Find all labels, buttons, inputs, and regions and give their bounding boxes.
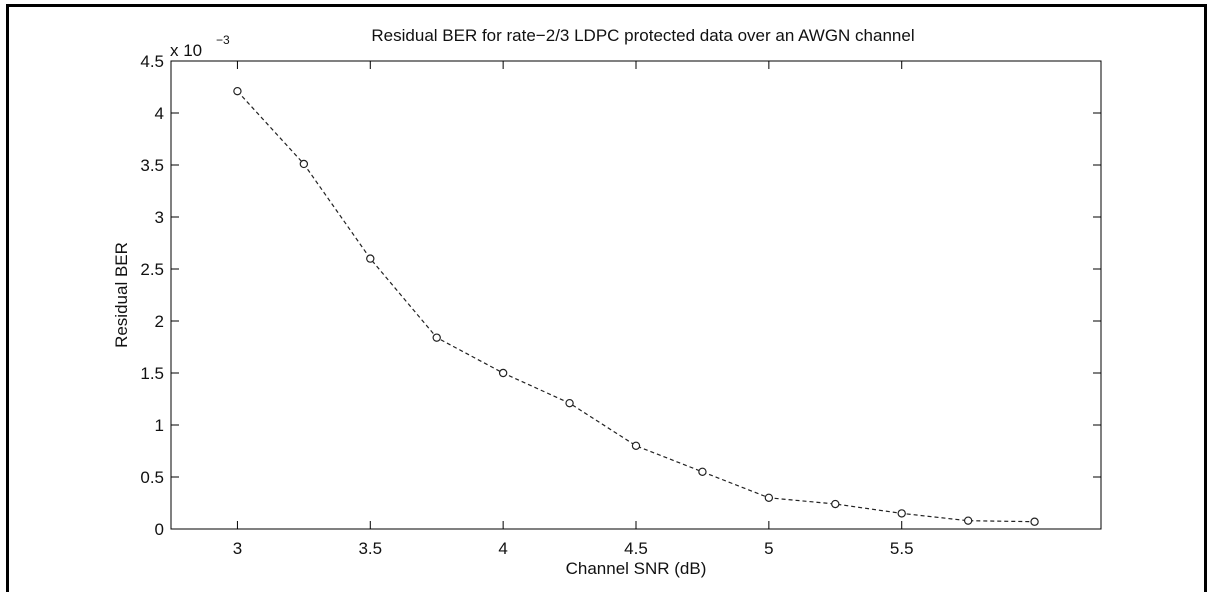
x-tick-label: 5 [764,539,773,558]
data-point [233,86,242,96]
data-point [565,398,574,408]
figure-frame [6,4,1207,592]
data-point [831,499,840,509]
y-multiplier-exponent: −3 [216,33,230,47]
data-point [366,254,375,263]
y-tick-label: 0.5 [140,468,164,487]
data-point [698,467,707,476]
data-point [897,509,906,518]
y-tick-label: 4 [155,104,164,123]
y-tick-label: 1.5 [140,364,164,383]
series-line [236,90,1035,523]
x-tick-label: 3.5 [358,539,382,558]
y-tick-label: 2.5 [140,260,164,279]
data-point [432,333,441,342]
y-tick-label: 2 [155,312,164,331]
data-point [963,516,973,525]
y-axis-ticks: 0 0.5 1 1.5 2 2.5 3 3.5 4 4.5 [140,52,1101,539]
x-axis-label: Channel SNR (dB) [566,559,707,578]
data-point [631,441,641,450]
y-tick-label: 3 [155,208,164,227]
x-tick-label: 5.5 [890,539,914,558]
data-point [764,493,774,502]
data-point [299,159,309,169]
y-tick-label: 4.5 [140,52,164,71]
y-tick-label: 3.5 [140,156,164,175]
series-markers [233,86,1039,526]
chart-title: Residual BER for rate−2/3 LDPC protected… [371,26,914,45]
plot-area [170,60,1102,530]
x-tick-label: 3 [233,539,242,558]
x-axis-ticks: 3 3.5 4 4.5 5 5.5 [233,61,914,558]
x-tick-label: 4.5 [624,539,648,558]
data-point [498,368,508,378]
data-point [1030,517,1039,526]
x-tick-label: 4 [498,539,507,558]
y-tick-label: 1 [155,416,164,435]
y-tick-label: 0 [155,520,164,539]
y-axis-label: Residual BER [112,242,131,348]
y-multiplier-base: x 10 [170,41,202,60]
y-axis-multiplier: x 10 −3 [170,33,230,60]
